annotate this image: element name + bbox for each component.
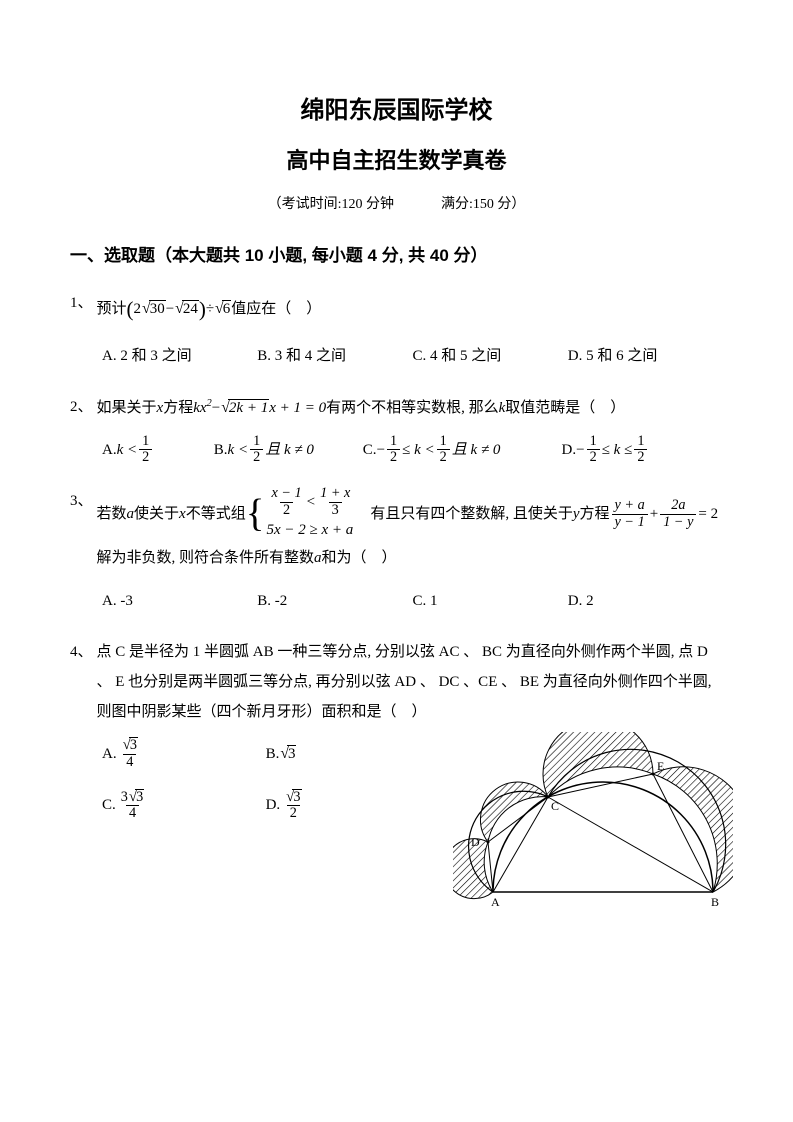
q3-opt-d: D. 2 [568,585,723,617]
q3-options: A. -3 B. -2 C. 1 D. 2 [70,585,723,617]
q1-text-pre: 预计 [97,294,127,324]
q3-opt-a: A. -3 [102,585,257,617]
q2-k: k [499,393,506,423]
sqrt-2k1: 2k + 1 [220,392,269,424]
q4-content: 点 C 是半径为 1 半圆弧 AB 一种三等分点, 分别以弦 AC 、 BC 为… [97,637,723,727]
frac-2a: 2a1 − y [660,498,696,530]
frac-half: 12 [587,434,600,466]
sys-line1: x − 12 < 1 + x3 [266,486,355,518]
q2-minus: − [212,393,220,423]
frac-half: 12 [139,434,152,466]
inequality-system: { x − 12 < 1 + x3 5x − 2 ≥ x + a [246,486,356,542]
q3-opt-b: B. -2 [257,585,412,617]
q1-coef: 2 [134,294,142,324]
label-c: C [551,799,559,813]
q4-opt-d: D. 32 [266,789,430,822]
question-4: 4、 点 C 是半径为 1 半圆弧 AB 一种三等分点, 分别以弦 AC 、 B… [70,637,723,840]
q2-kx2: kx2 [193,393,212,423]
section-1-header: 一、选取题（本大题共 10 小题, 每小题 4 分, 共 40 分） [70,241,723,266]
minus: − [166,294,174,324]
left-brace-icon: { [246,498,265,529]
q1-opt-a: A. 2 和 3 之间 [102,340,257,372]
q1-text-post: 值应在（ ） [231,294,321,324]
full-score: 满分:150 分） [441,193,525,213]
q2-xp1: x + 1 = 0 [269,393,326,423]
exam-info: （考试时间:120 分钟 满分:150 分） [70,193,723,213]
q1-content: 预计 ( 2 30 − 24 ) ÷ 6 值应在（ ） [97,288,723,330]
q4-opt-b: B. 3 [266,737,430,770]
frac-half: 12 [437,434,450,466]
right-paren: ) [199,288,206,330]
q4-diagram: A B C D E [453,732,733,912]
frac-half: 12 [634,434,647,466]
q2-opt-c: C. − 12 ≤ k < 12 且 k ≠ 0 [363,434,562,466]
sys-line2: 5x − 2 ≥ x + a [266,518,355,542]
q2-x: x [157,393,164,423]
divide: ÷ [206,294,214,324]
q4-opt-a: A. 34 [102,737,266,770]
q2-t2: 方程 [163,393,193,423]
question-1: 1、 预计 ( 2 30 − 24 ) ÷ 6 值应在（ ） A. 2 和 3 … [70,288,723,372]
q2-content: 如果关于 x 方程 kx2 − 2k + 1 x + 1 = 0 有两个不相等实… [97,392,723,424]
q4-options: A. 34 B. 3 C. 334 D. 32 [70,737,429,840]
q1-opt-c: C. 4 和 5 之间 [413,340,568,372]
q3-content: 若数 a 使关于 x 不等式组 { x − 12 < 1 + x3 5x − 2… [97,486,723,575]
label-e: E [657,759,664,773]
left-paren: ( [127,288,134,330]
q2-t3: 有两个不相等实数根, 那么 [326,393,499,423]
q2-t4: 取值范畴是（ ） [505,393,625,423]
sqrt-30: 30 [141,293,166,325]
question-3: 3、 若数 a 使关于 x 不等式组 { x − 12 < 1 + x3 5x … [70,486,723,617]
q1-opt-b: B. 3 和 4 之间 [257,340,412,372]
question-2: 2、 如果关于 x 方程 kx2 − 2k + 1 x + 1 = 0 有两个不… [70,392,723,466]
q1-number: 1、 [70,288,93,318]
exam-title: 高中自主招生数学真卷 [70,143,723,175]
exam-time: （考试时间:120 分钟 [268,193,394,213]
frac-ya: y + ay − 1 [612,498,648,530]
sqrt-6: 6 [214,293,231,325]
label-a: A [491,895,500,909]
school-name: 绵阳东辰国际学校 [70,90,723,125]
q4-number: 4、 [70,637,93,667]
sqrt-24: 24 [174,293,199,325]
q2-number: 2、 [70,392,93,422]
q2-opt-a: A. k < 12 [102,434,214,466]
q3-number: 3、 [70,486,93,516]
q2-options: A. k < 12 B. k < 12 且 k ≠ 0 C. − 12 ≤ k … [70,434,723,466]
label-d: D [471,835,480,849]
q2-opt-b: B. k < 12 且 k ≠ 0 [214,434,363,466]
q1-opt-d: D. 5 和 6 之间 [568,340,723,372]
q2-t1: 如果关于 [97,393,157,423]
frac-half: 12 [387,434,400,466]
q4-opt-c: C. 334 [102,789,266,822]
frac-half: 12 [250,434,263,466]
q2-opt-d: D. − 12 ≤ k ≤ 12 [562,434,723,466]
q1-options: A. 2 和 3 之间 B. 3 和 4 之间 C. 4 和 5 之间 D. 5… [70,340,723,372]
label-b: B [711,895,719,909]
q3-opt-c: C. 1 [413,585,568,617]
